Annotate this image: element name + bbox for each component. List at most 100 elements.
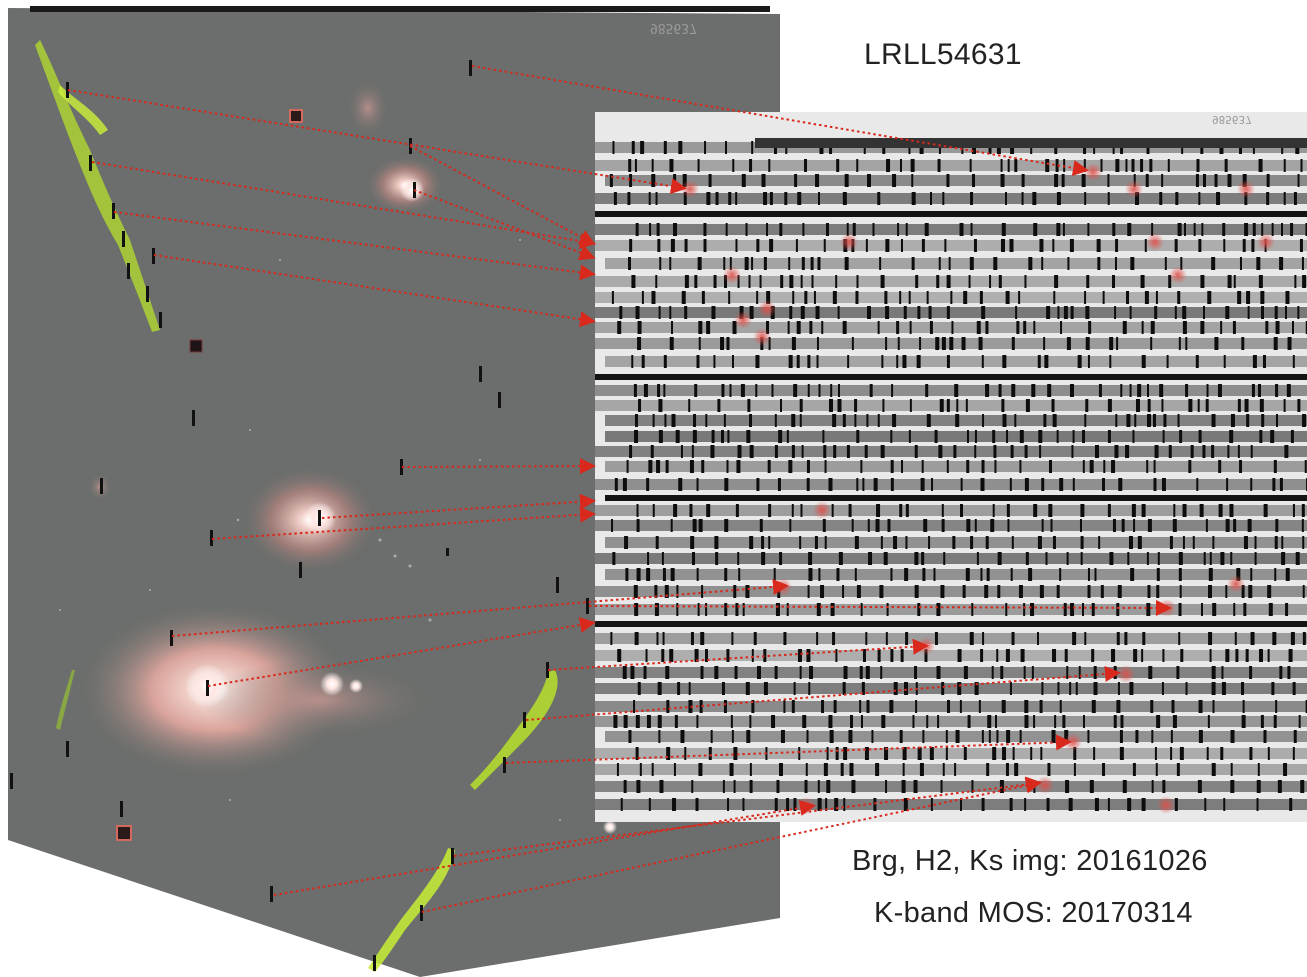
emission-line [1044, 355, 1049, 368]
emission-line [696, 355, 700, 368]
emission-line [1011, 632, 1015, 645]
emission-line [826, 780, 831, 793]
emission-line [1052, 536, 1056, 549]
emission-line [832, 291, 837, 304]
emission-line [974, 445, 977, 458]
emission-line [953, 445, 957, 458]
emission-line [902, 355, 907, 368]
emission-line [1259, 430, 1263, 443]
emission-line [1121, 519, 1125, 532]
emission-line [951, 321, 954, 334]
emission-line [999, 780, 1004, 793]
emission-line [897, 337, 900, 350]
emission-line [746, 430, 751, 443]
spectrum-row [595, 193, 1307, 204]
emission-line [637, 337, 642, 350]
emission-line [859, 700, 862, 713]
emission-line [809, 666, 814, 679]
emission-line [1041, 682, 1044, 695]
spectrum-row [595, 505, 1307, 516]
emission-line [1283, 159, 1286, 172]
emission-line [1214, 337, 1219, 350]
emission-line [1081, 603, 1084, 616]
emission-line [1251, 384, 1255, 397]
spectrum-row [595, 748, 1307, 759]
emission-line [881, 355, 884, 368]
emission-line [1043, 337, 1046, 350]
match-arrow [207, 617, 596, 687]
emission-line [1297, 306, 1300, 319]
emission-line [699, 700, 703, 713]
emission-line [904, 682, 909, 695]
emission-line [658, 430, 663, 443]
emission-line [800, 504, 803, 517]
emission-line [916, 355, 921, 368]
emission-line [652, 504, 655, 517]
emission-line [634, 603, 639, 616]
emission-line [681, 291, 686, 304]
emission-line [609, 174, 613, 187]
emission-line [1115, 414, 1118, 427]
emission-line [677, 682, 681, 695]
emission-line [1085, 337, 1090, 350]
emission-line [1275, 321, 1280, 334]
emission-line [1260, 715, 1264, 728]
emission-line [1145, 174, 1149, 187]
emission-line [780, 399, 783, 412]
emission-line [1024, 478, 1029, 491]
emission-line [966, 460, 970, 473]
target-highlight [723, 266, 741, 284]
emission-line [673, 763, 676, 776]
emission-line [828, 478, 833, 491]
emission-line [1233, 275, 1236, 288]
emission-line [670, 519, 673, 532]
emission-line [1276, 414, 1279, 427]
emission-line [970, 223, 973, 236]
emission-line [1062, 223, 1065, 236]
emission-line [1177, 291, 1181, 304]
emission-line [1270, 430, 1275, 443]
emission-line [655, 536, 659, 549]
emission-line [1041, 257, 1044, 270]
emission-line [996, 730, 999, 743]
emission-line [1227, 445, 1230, 458]
spectrum-row [595, 667, 1307, 678]
emission-line [666, 700, 670, 713]
emission-line [1182, 536, 1185, 549]
emission-line [612, 141, 615, 154]
emission-line [658, 306, 661, 319]
emission-line [1056, 585, 1060, 598]
emission-line [1188, 460, 1192, 473]
emission-line [1226, 478, 1229, 491]
emission-line [1267, 649, 1270, 662]
emission-line [1150, 321, 1155, 334]
emission-line [1292, 355, 1295, 368]
emission-line [1107, 504, 1111, 517]
emission-line [1107, 798, 1110, 811]
emission-line [1260, 291, 1265, 304]
emission-line [978, 700, 981, 713]
emission-line [1192, 536, 1195, 549]
emission-line [890, 460, 894, 473]
emission-line [836, 568, 840, 581]
emission-line [1039, 239, 1044, 252]
emission-line [974, 430, 977, 443]
emission-line [902, 747, 907, 760]
emission-line [728, 192, 732, 205]
emission-line [788, 355, 793, 368]
emission-line [769, 192, 773, 205]
emission-line [696, 715, 699, 728]
emission-line [1301, 504, 1305, 517]
emission-line [706, 504, 711, 517]
emission-line [689, 460, 694, 473]
emission-line [708, 747, 712, 760]
emission-line [1302, 585, 1305, 598]
emission-line [905, 632, 909, 645]
emission-line [1286, 384, 1291, 397]
emission-line [676, 603, 679, 616]
emission-line [905, 504, 909, 517]
emission-line [727, 430, 730, 443]
spectrum-row [605, 537, 1307, 548]
emission-line [934, 632, 938, 645]
emission-line [869, 384, 873, 397]
